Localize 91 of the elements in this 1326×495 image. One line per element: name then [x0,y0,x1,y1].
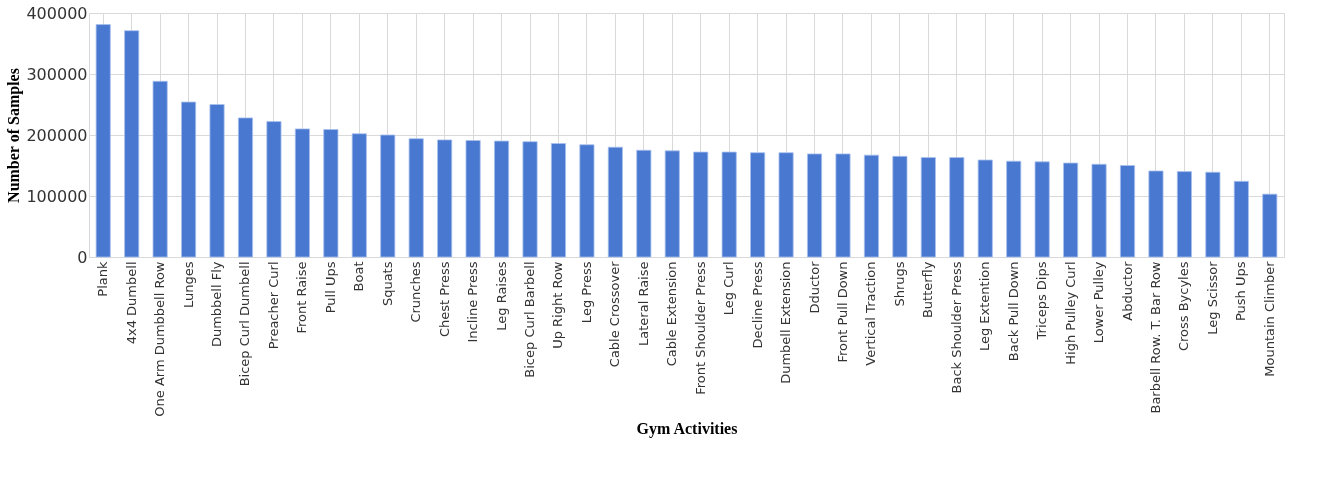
bar [209,104,225,258]
x-tick-label: Front Shoulder Press [692,261,708,395]
bar [664,150,680,258]
bar [294,128,310,258]
y-tick-label: 100000 [26,186,88,206]
bar [920,157,936,258]
bar [237,117,253,258]
x-tick-label: Cable Crossover [607,260,623,368]
x-tick-label: 4x4 Dumbell [123,261,139,345]
x-tick-label: Vertical Traction [863,261,879,366]
x-tick-label: Shrugs [891,261,907,307]
bar [351,133,367,258]
bar [437,139,453,258]
bar [949,157,965,258]
y-tick-label: 300000 [26,64,88,84]
bar [95,24,111,258]
x-axis-title: Gym Activities [636,419,738,438]
x-tick-label: Leg Scissor [1204,260,1220,335]
x-tick-label: Preacher Curl [265,261,281,350]
x-tick-label: Abductor [1119,260,1135,321]
bar [721,151,737,258]
bar [494,140,510,258]
bar [181,101,197,258]
bar [465,140,481,258]
bar [1034,161,1050,258]
y-tick-label: 400000 [26,3,88,23]
x-tick-label: Incline Press [465,261,481,343]
bar [152,80,168,258]
x-tick-label: Lunges [180,261,196,309]
x-tick-label: Squats [379,261,395,307]
x-tick-label: High Pulley Curl [1062,261,1078,365]
bar [1262,193,1278,258]
x-tick-label: Bicep Curl Dumbell [237,261,253,387]
bar [1120,165,1136,258]
bar [1006,160,1022,258]
x-tick-label: Barbell Row. T. Bar Row [1147,261,1163,414]
x-tick-label: Boat [351,261,367,292]
y-axis-title: Number of Samples [5,68,24,203]
x-tick-label: Cable Extension [664,261,680,367]
bar [1091,163,1107,258]
x-tick-label: Decline Press [749,261,765,349]
bar [1176,171,1192,258]
x-tick-label: Bicep Curl Barbell [522,261,538,378]
x-tick-label: Dumbell Extension [778,261,794,384]
bar [1233,180,1249,258]
x-tick-label: Chest Press [436,261,452,338]
bar [380,134,396,258]
bar [1148,170,1164,258]
x-tick-label: One Arm Dumbbell Row [152,261,168,417]
x-tick-label: Leg Extention [977,261,993,352]
bar [323,129,339,258]
bar [977,159,993,258]
x-tick-label: Triceps Dips [1034,261,1050,341]
x-tick-label: Cross Bycyles [1176,261,1192,352]
bar [550,143,566,258]
y-tick-label: 200000 [26,125,88,145]
x-tick-label: Butterfly [920,261,936,319]
bar [863,154,879,258]
x-tick-label: Leg Raises [493,261,509,331]
x-tick-label: Leg Press [578,261,594,324]
bar [408,138,424,258]
x-tick-label: Crunches [408,261,424,323]
y-tick-label: 0 [77,247,88,267]
x-tick-label: Leg Curl [721,261,737,316]
bar [835,153,851,258]
bar [636,149,652,258]
x-tick-label: Lower Pulley [1091,261,1107,344]
bar [693,151,709,258]
bar [778,152,794,258]
bar [750,152,766,258]
bar [579,144,595,258]
bar [807,153,823,258]
bar [1205,171,1221,258]
bar [607,146,623,258]
bar [522,141,538,258]
x-tick-label: Back Pull Down [1005,261,1021,362]
x-tick-label: Plank [95,261,111,297]
x-tick-label: Push Ups [1233,261,1249,322]
x-tick-label: Mountain Climber [1261,260,1277,377]
x-tick-label: Pull Ups [322,261,338,314]
x-tick-label: Front Pull Down [834,261,850,363]
x-tick-label: Dumbbell Fly [209,261,225,348]
bar [1063,162,1079,258]
x-tick-label: Front Raise [294,261,310,334]
bar [124,30,140,258]
bar [892,155,908,258]
x-tick-label: Up Right Row [550,261,566,349]
x-tick-label: Dductor [806,260,822,314]
bar [266,121,282,258]
x-tick-label: Back Shoulder Press [948,261,964,394]
x-tick-label: Lateral Raise [635,261,651,346]
